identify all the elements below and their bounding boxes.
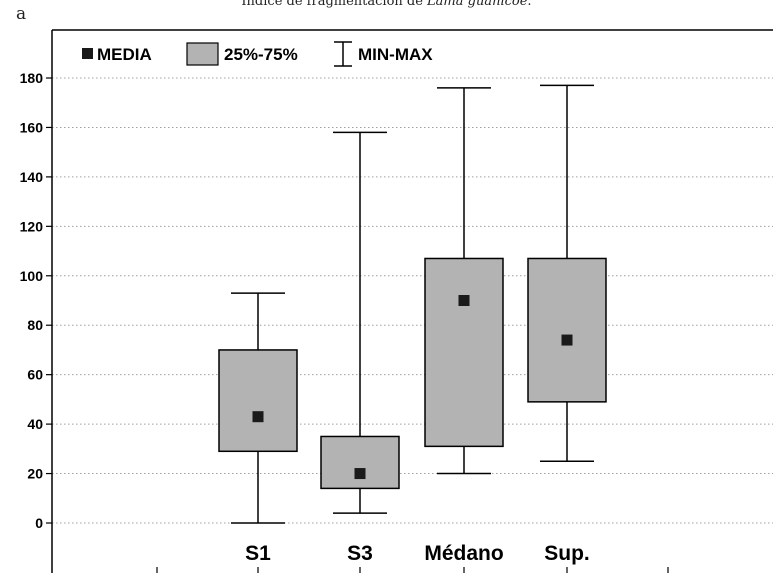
legend-mean-marker (82, 48, 93, 59)
mean-marker (354, 468, 366, 480)
legend: MEDIA 25%-75% MIN-MAX (82, 41, 433, 67)
y-tick-label-100: 100 (20, 268, 44, 284)
y-tick-label-120: 120 (20, 218, 44, 234)
mean-marker (252, 411, 264, 423)
legend-whisker-icon (334, 41, 352, 67)
caption-species: Lama guanicoe (427, 0, 528, 9)
caption-prefix: Índice de fragmentación de (241, 0, 428, 9)
legend-box-swatch (186, 42, 219, 66)
box-group-3: Sup. (527, 84, 607, 565)
panel-label: a (16, 4, 27, 24)
boxes: S1 S3 Médano Sup. (218, 84, 607, 565)
figure-caption: Índice de fragmentación de Lama guanicoe… (0, 0, 773, 9)
category-label-0: S1 (245, 542, 271, 565)
axes: 0 20 40 60 80 100 120 140 160 180 (20, 29, 773, 573)
category-label-1: S3 (347, 542, 373, 565)
iqr-box (527, 257, 607, 403)
y-tick-label-40: 40 (27, 416, 43, 432)
category-label-3: Sup. (544, 542, 590, 565)
legend-mean-label: MEDIA (97, 45, 152, 64)
iqr-box (320, 435, 400, 490)
y-tick-label-60: 60 (27, 367, 43, 383)
box-group-1: S3 (320, 131, 400, 565)
y-tick-label-80: 80 (27, 317, 43, 333)
y-tick-label-180: 180 (20, 70, 44, 86)
box-group-2: Médano (424, 87, 504, 565)
category-label-2: Médano (424, 542, 503, 565)
y-tick-label-0: 0 (35, 515, 43, 531)
y-tick-label-140: 140 (20, 169, 44, 185)
mean-marker (458, 295, 470, 306)
y-tick-label-160: 160 (20, 119, 44, 135)
y-tick-label-20: 20 (27, 466, 43, 482)
legend-whisker-label: MIN-MAX (358, 45, 433, 64)
legend-box-label: 25%-75% (224, 45, 298, 64)
iqr-box (218, 349, 298, 453)
gridlines (52, 77, 773, 524)
caption-suffix: . (527, 0, 532, 9)
iqr-box (424, 257, 504, 448)
mean-marker (561, 334, 573, 346)
box-group-0: S1 (218, 292, 298, 565)
